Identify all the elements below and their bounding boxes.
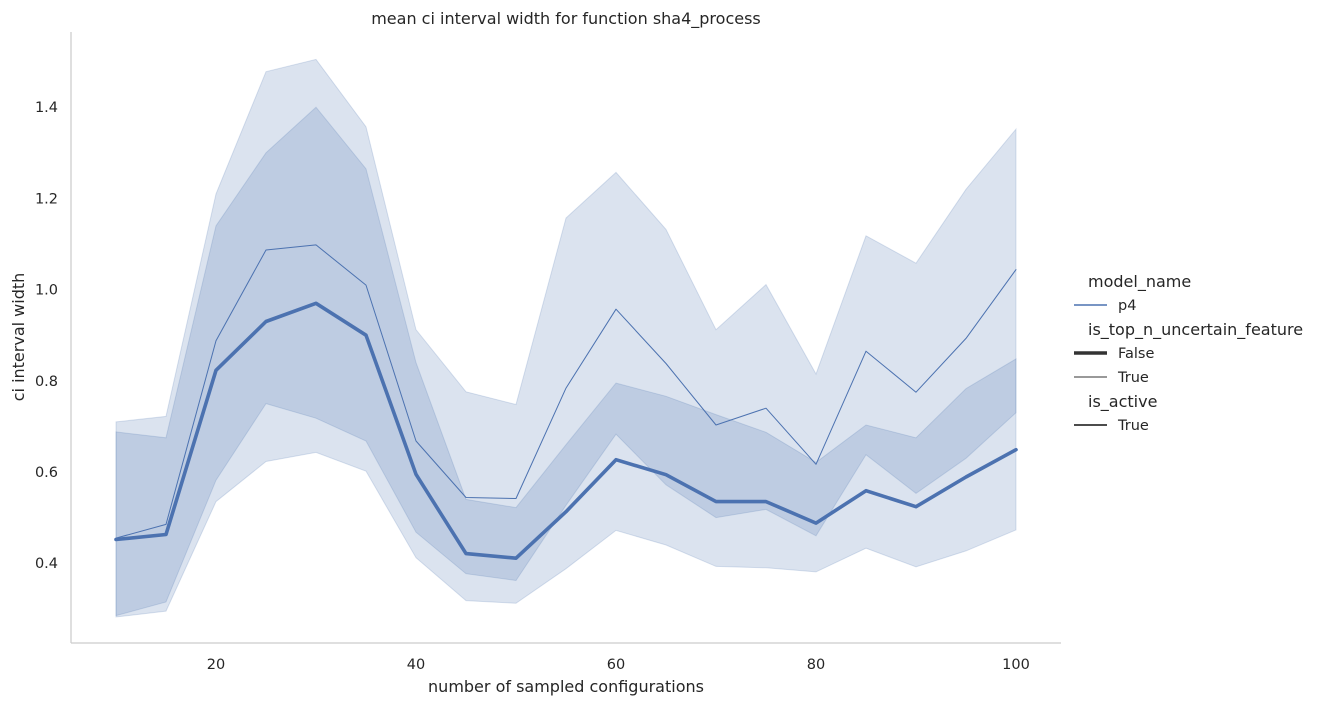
legend-entry-label: True xyxy=(1117,418,1149,434)
legend-section-title: is_top_n_uncertain_feature xyxy=(1088,320,1303,340)
series-line-false xyxy=(114,301,1018,561)
legend-entry-label: False xyxy=(1118,346,1154,362)
legend: model_name p4 is_top_n_uncertain_feature Fa… xyxy=(1074,272,1303,434)
y-tick-label: 1.4 xyxy=(35,100,58,116)
legend-section-title: model_name xyxy=(1088,272,1191,292)
y-tick-label: 1.2 xyxy=(35,191,58,207)
y-tick-label: 0.6 xyxy=(35,465,58,481)
ci-band-false xyxy=(115,106,1017,617)
legend-entry-label: p4 xyxy=(1118,298,1136,314)
y-tick-label: 0.8 xyxy=(35,374,58,390)
y-tick-label: 0.4 xyxy=(35,556,58,572)
ci-band-true xyxy=(115,58,1017,618)
series-lines xyxy=(114,244,1018,561)
series-line-true xyxy=(115,244,1017,539)
x-tick-label: 40 xyxy=(407,657,425,673)
x-tick-label: 100 xyxy=(1002,657,1030,673)
x-tick-label: 20 xyxy=(207,657,225,673)
legend-entry-label: True xyxy=(1117,370,1149,386)
x-tick-label: 60 xyxy=(607,657,625,673)
legend-section-title: is_active xyxy=(1088,392,1157,412)
ci-bands xyxy=(115,58,1017,618)
y-ticks: 0.4 0.6 0.8 1.0 1.2 1.4 xyxy=(35,100,58,572)
y-tick-label: 1.0 xyxy=(35,283,58,299)
x-tick-label: 80 xyxy=(807,657,825,673)
x-ticks: 20 40 60 80 100 xyxy=(207,657,1030,673)
y-axis-label: ci interval width xyxy=(9,273,28,402)
x-axis-label: number of sampled configurations xyxy=(428,677,704,696)
chart-title: mean ci interval width for function sha4… xyxy=(371,9,761,29)
